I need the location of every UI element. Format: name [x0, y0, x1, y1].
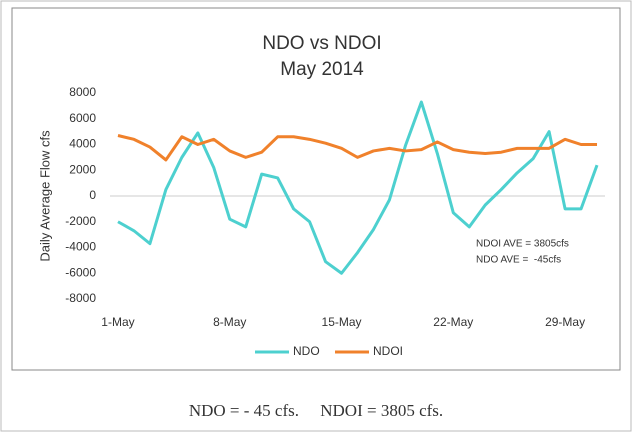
annotation: NDOI AVE = 3805cfs — [476, 239, 569, 250]
y-tick-label: -2000 — [65, 214, 96, 228]
y-tick-label: 6000 — [69, 111, 96, 125]
y-axis-label: Daily Average Flow cfs — [37, 130, 52, 262]
x-tick-label: 1-May — [101, 315, 134, 329]
y-tick-label: 2000 — [69, 162, 96, 176]
legend-label: NDOI — [373, 344, 403, 358]
x-tick-label: 29-May — [545, 315, 585, 329]
legend-label: NDO — [293, 344, 320, 358]
chart-frame — [11, 7, 621, 371]
chart-title: NDO vs NDOI — [262, 33, 381, 54]
y-tick-label: 4000 — [69, 137, 96, 151]
x-tick-label: 22-May — [433, 315, 473, 329]
series-line — [117, 100, 599, 275]
caption: NDO = - 45 cfs. NDOI = 3805 cfs. — [189, 401, 443, 420]
y-tick-label: -4000 — [65, 240, 96, 254]
annotation: NDO AVE = -45cfs — [476, 255, 561, 266]
y-tick-label: -8000 — [65, 291, 96, 305]
y-tick-label: 0 — [89, 188, 96, 202]
chart-subtitle: May 2014 — [280, 59, 364, 80]
series-line — [117, 134, 598, 162]
x-tick-label: 15-May — [322, 315, 362, 329]
y-tick-label: -6000 — [65, 265, 96, 279]
x-tick-label: 8-May — [213, 315, 246, 329]
y-tick-label: 8000 — [69, 85, 96, 99]
